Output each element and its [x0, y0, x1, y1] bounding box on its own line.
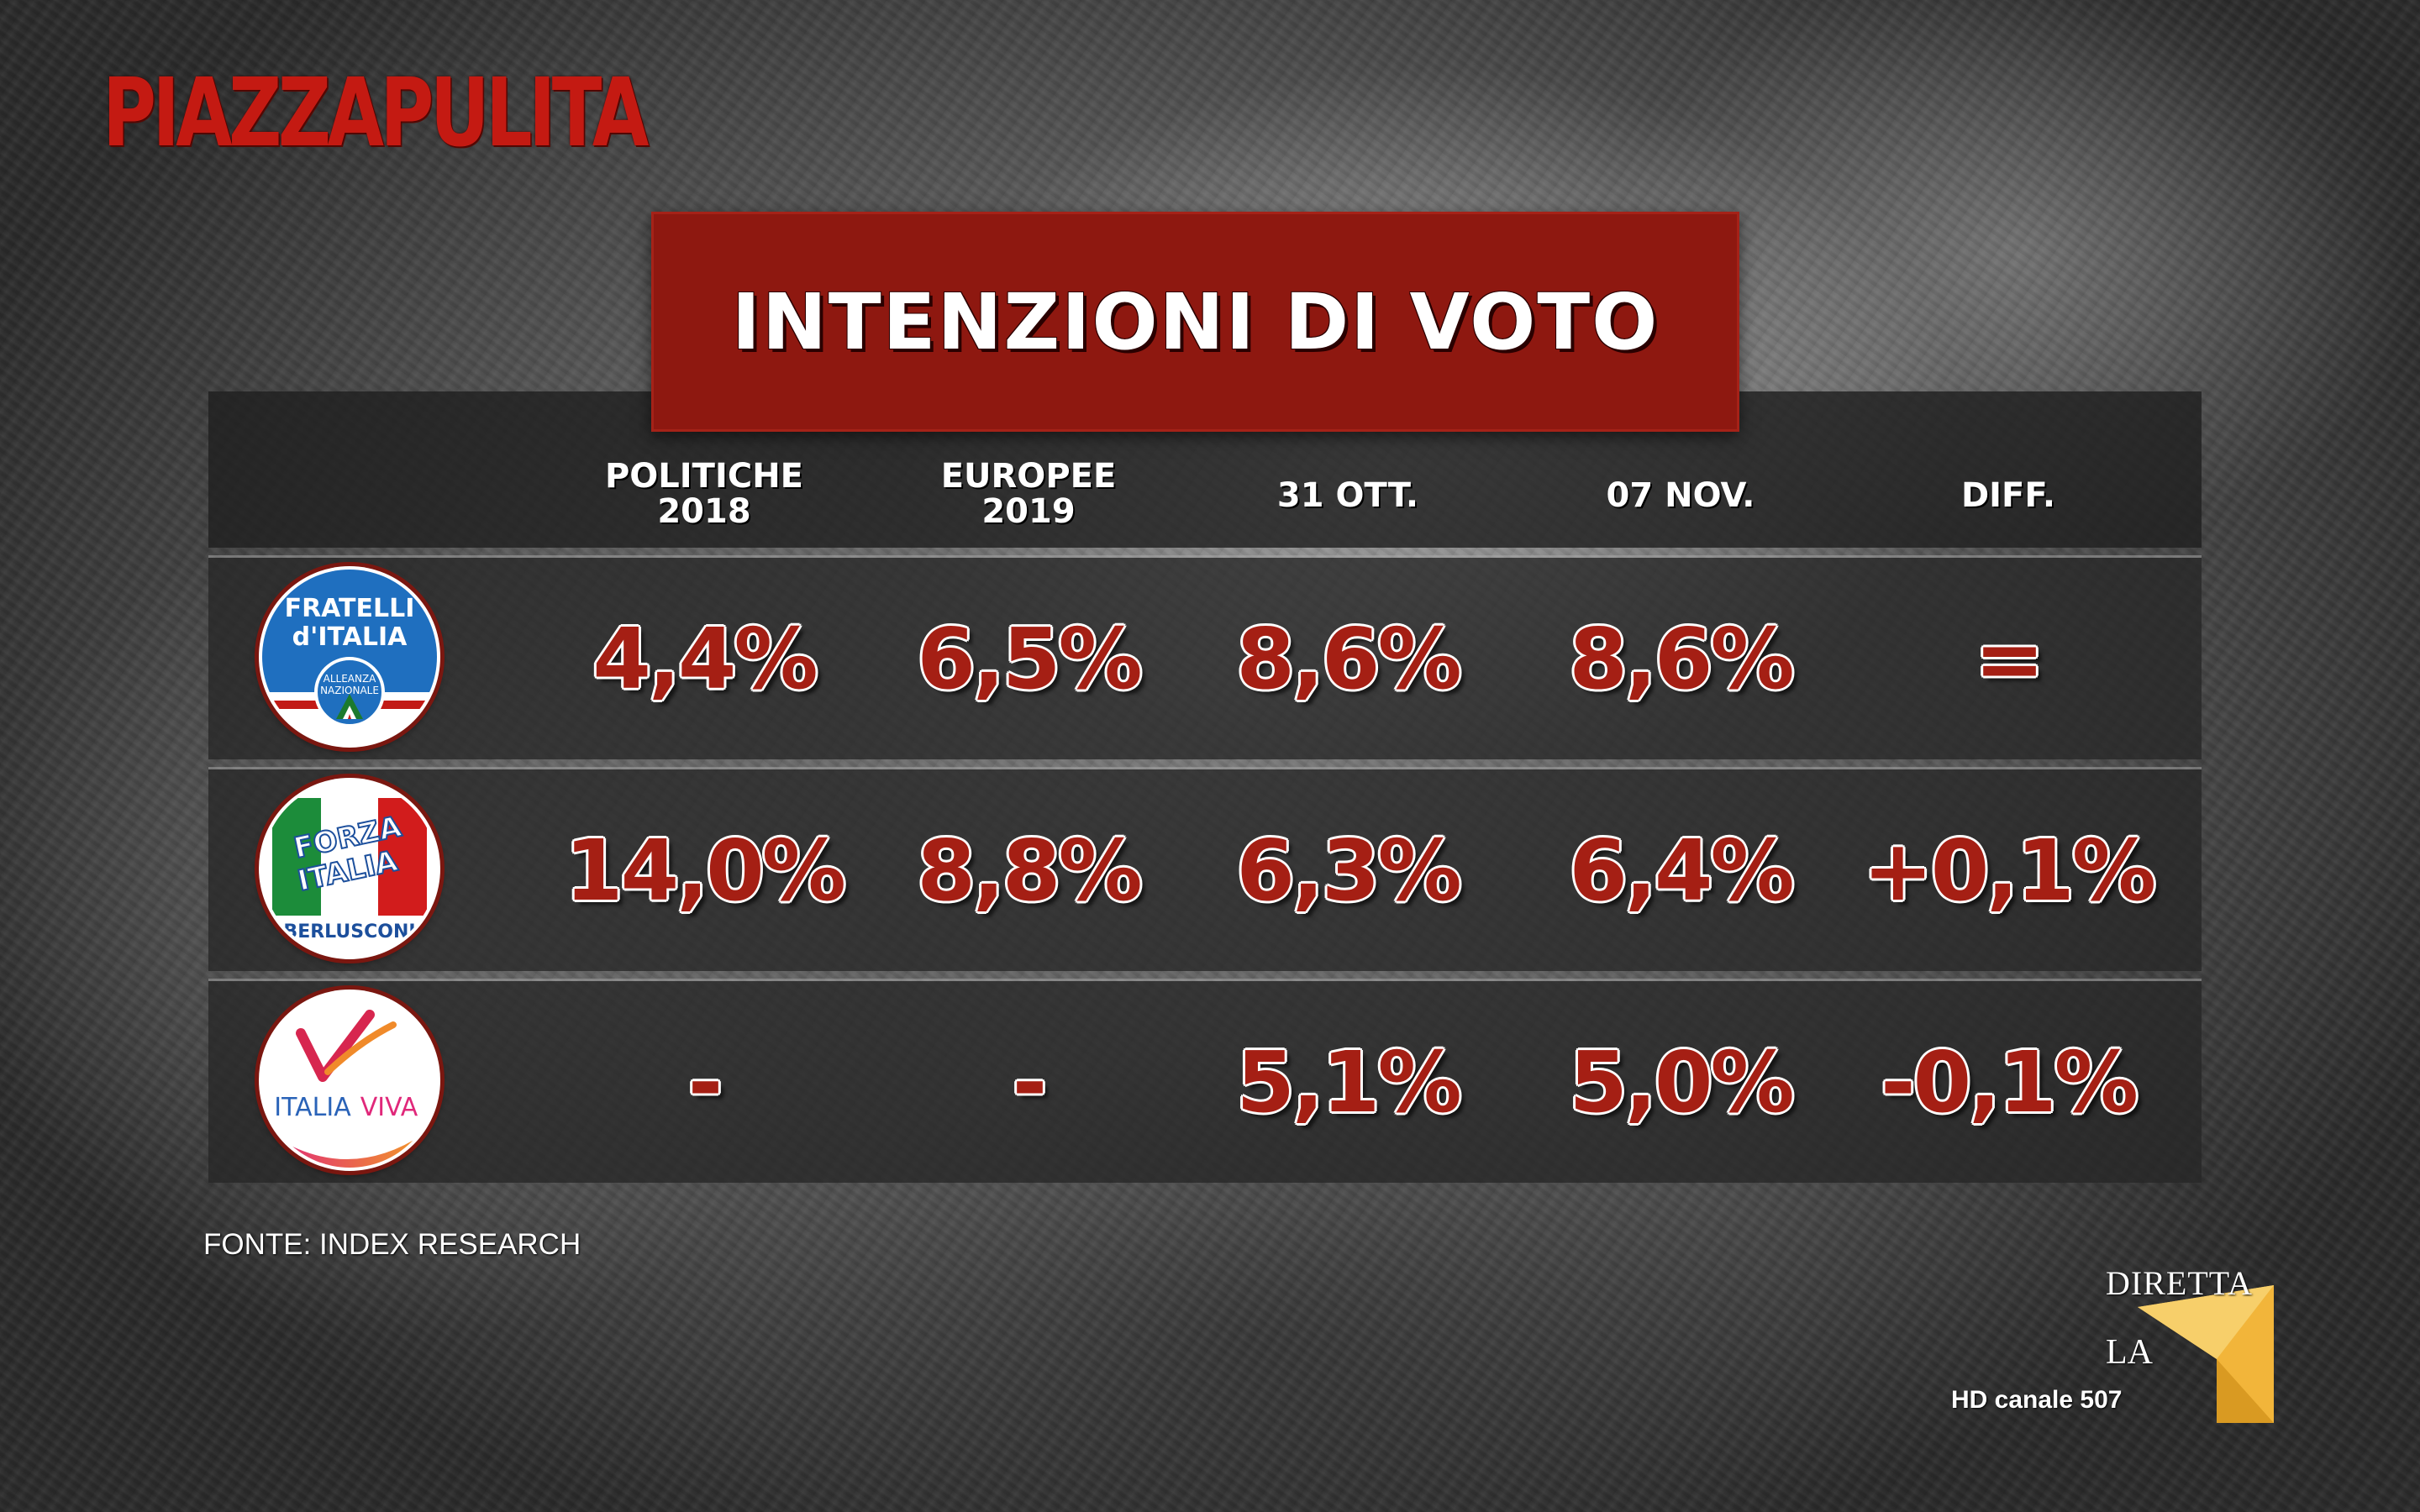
- la7-seven-icon: [2138, 1285, 2274, 1423]
- fratelli-logo-text: ALLEANZA: [324, 673, 377, 685]
- column-header-line: 31 OTT.: [1276, 476, 1419, 515]
- value-europee-2019: 8,8%: [917, 821, 1142, 920]
- italia-viva-logo: ITALIA VIVA: [259, 990, 440, 1171]
- page-title: INTENZIONI DI VOTO: [731, 276, 1660, 367]
- column-header-diff: DIFF.: [1882, 478, 2134, 513]
- column-header-line: 2019: [981, 492, 1076, 531]
- value-politiche-2018: -: [687, 1032, 723, 1131]
- value-31-ott: 6,3%: [1236, 821, 1461, 920]
- column-header-07-nov: 07 NOV.: [1555, 478, 1807, 513]
- fratelli-logo-text: FRATELLI: [285, 594, 415, 623]
- column-header-europee-2019: EUROPEE 2019: [902, 459, 1155, 529]
- fratelli-logo-text: d'ITALIA: [292, 622, 408, 652]
- source-caption: FONTE: INDEX RESEARCH: [203, 1228, 581, 1261]
- value-07-nov: 8,6%: [1569, 609, 1794, 708]
- forza-italia-logo: FORZA ITALIA BERLUSCONI: [259, 778, 440, 959]
- column-header-line: 07 NOV.: [1606, 476, 1755, 515]
- value-politiche-2018: 4,4%: [592, 609, 818, 708]
- value-07-nov: 6,4%: [1569, 821, 1794, 920]
- value-politiche-2018: 14,0%: [565, 821, 846, 920]
- column-header-politiche-2018: POLITICHE 2018: [578, 459, 830, 529]
- forza-logo-text: BERLUSCONI: [283, 921, 415, 942]
- italia-viva-logo-text: ITALIA: [274, 1093, 351, 1122]
- hd-channel-label: HD canale 507: [1951, 1386, 2123, 1414]
- column-header-line: EUROPEE: [940, 457, 1117, 496]
- table-row-forza-italia: FORZA ITALIA BERLUSCONI 14,0% 8,8% 6,3% …: [208, 769, 2202, 971]
- value-31-ott: 5,1%: [1236, 1032, 1461, 1131]
- forza-italia-logo-icon: FORZA ITALIA BERLUSCONI: [262, 781, 437, 956]
- fratelli-italia-logo: FRATELLI d'ITALIA ALLEANZA NAZIONALE: [259, 566, 440, 748]
- column-header-31-ott: 31 OTT.: [1222, 478, 1474, 513]
- title-banner: INTENZIONI DI VOTO: [651, 212, 1739, 432]
- fratelli-logo-text: NAZIONALE: [320, 685, 379, 696]
- value-31-ott: 8,6%: [1236, 609, 1461, 708]
- value-diff: -0,1%: [1881, 1032, 2139, 1131]
- value-europee-2019: -: [1012, 1032, 1048, 1131]
- la7-channel-logo: DIRETTA LA HD canale 507: [1933, 1258, 2286, 1435]
- column-header-line: 2018: [657, 492, 751, 531]
- la-label: LA: [2106, 1333, 2153, 1372]
- table-row-italia-viva: ITALIA VIVA - - 5,1% 5,0% -0,1%: [208, 981, 2202, 1183]
- diretta-label: DIRETTA: [2106, 1264, 2253, 1302]
- value-europee-2019: 6,5%: [917, 609, 1142, 708]
- fratelli-italia-logo-icon: FRATELLI d'ITALIA ALLEANZA NAZIONALE: [262, 570, 437, 744]
- italia-viva-logo-icon: ITALIA VIVA: [262, 993, 437, 1168]
- value-diff: +0,1%: [1862, 821, 2156, 920]
- column-header-line: POLITICHE: [604, 457, 803, 496]
- table-row-fratelli-italia: FRATELLI d'ITALIA ALLEANZA NAZIONALE 4,4…: [208, 558, 2202, 759]
- italia-viva-logo-text: VIVA: [360, 1093, 418, 1122]
- column-header-line: DIFF.: [1960, 476, 2056, 515]
- value-07-nov: 5,0%: [1569, 1032, 1794, 1131]
- value-diff: =: [1974, 609, 2045, 708]
- show-logo: PIAZZAPULITA: [103, 59, 650, 168]
- poll-table: POLITICHE 2018 EUROPEE 2019 31 OTT. 07 N…: [208, 391, 2202, 1183]
